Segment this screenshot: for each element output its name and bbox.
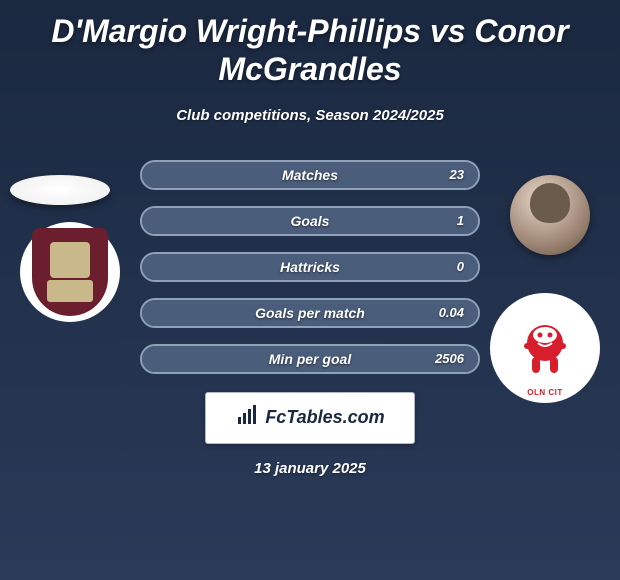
club-right-badge: OLN CIT bbox=[490, 293, 600, 403]
club-right-emblem bbox=[510, 313, 580, 383]
club-left-badge bbox=[20, 222, 120, 322]
stat-value: 0.04 bbox=[439, 305, 464, 320]
club-left-shield bbox=[32, 228, 108, 316]
stat-value: 2506 bbox=[435, 351, 464, 366]
stat-row-hattricks: Hattricks 0 bbox=[140, 252, 480, 282]
stat-label: Matches bbox=[142, 167, 478, 183]
stat-value: 1 bbox=[457, 213, 464, 228]
brand-text: FcTables.com bbox=[265, 407, 384, 428]
stat-row-gpm: Goals per match 0.04 bbox=[140, 298, 480, 328]
subtitle: Club competitions, Season 2024/2025 bbox=[0, 107, 620, 124]
brand-box: FcTables.com bbox=[205, 392, 415, 444]
stat-row-mpg: Min per goal 2506 bbox=[140, 344, 480, 374]
date-text: 13 january 2025 bbox=[0, 460, 620, 477]
page-title: D'Margio Wright-Phillips vs Conor McGran… bbox=[0, 0, 620, 93]
player-right-avatar bbox=[510, 175, 590, 255]
stat-value: 0 bbox=[457, 259, 464, 274]
stat-row-matches: Matches 23 bbox=[140, 160, 480, 190]
stat-value: 23 bbox=[450, 167, 464, 182]
stat-row-goals: Goals 1 bbox=[140, 206, 480, 236]
stat-label: Hattricks bbox=[142, 259, 478, 275]
stat-label: Goals per match bbox=[142, 305, 478, 321]
chart-icon bbox=[235, 403, 259, 432]
stat-label: Min per goal bbox=[142, 351, 478, 367]
stats-container: Matches 23 Goals 1 Hattricks 0 Goals per… bbox=[140, 160, 480, 374]
player-left-avatar bbox=[10, 175, 110, 205]
club-right-label: OLN CIT bbox=[490, 388, 600, 397]
stat-label: Goals bbox=[142, 213, 478, 229]
